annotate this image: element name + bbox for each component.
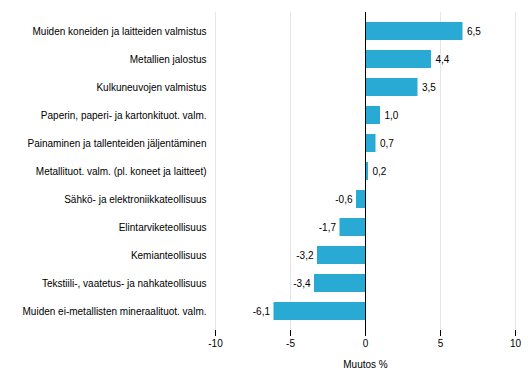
svg-text:1,0: 1,0 <box>385 110 399 121</box>
svg-text:-10: -10 <box>208 338 223 349</box>
svg-text:Muutos %: Muutos % <box>343 359 388 370</box>
svg-text:0: 0 <box>363 338 369 349</box>
svg-text:4,4: 4,4 <box>436 54 450 65</box>
svg-text:Tekstiili-, vaatetus- ja nahka: Tekstiili-, vaatetus- ja nahkateollisuus <box>42 278 207 289</box>
svg-text:10: 10 <box>510 338 522 349</box>
svg-text:Kemianteollisuus: Kemianteollisuus <box>131 250 207 261</box>
svg-text:0,2: 0,2 <box>373 166 387 177</box>
svg-text:3,5: 3,5 <box>422 82 436 93</box>
svg-text:0,7: 0,7 <box>380 138 394 149</box>
svg-text:-0,6: -0,6 <box>335 194 353 205</box>
svg-text:Elintarviketeollisuus: Elintarviketeollisuus <box>119 222 207 233</box>
svg-text:Metallien jalostus: Metallien jalostus <box>130 54 207 65</box>
svg-text:Muiden koneiden ja laitteiden: Muiden koneiden ja laitteiden valmistus <box>33 26 207 37</box>
svg-text:Sähkö- ja elektroniikkateollis: Sähkö- ja elektroniikkateollisuus <box>64 194 206 205</box>
svg-text:6,5: 6,5 <box>467 26 481 37</box>
svg-text:Painaminen ja tallenteiden jäl: Painaminen ja tallenteiden jäljentäminen <box>27 138 206 149</box>
svg-text:-3,4: -3,4 <box>293 278 311 289</box>
svg-text:Kulkuneuvojen valmistus: Kulkuneuvojen valmistus <box>96 82 206 93</box>
svg-text:Metallituot. valm. (pl. koneet: Metallituot. valm. (pl. koneet ja laitte… <box>36 166 207 177</box>
svg-text:-3,2: -3,2 <box>296 250 314 261</box>
svg-text:-5: -5 <box>286 338 295 349</box>
svg-text:Paperin, paperi- ja kartonkitu: Paperin, paperi- ja kartonkituot. valm. <box>41 110 207 121</box>
svg-text:-1,7: -1,7 <box>319 222 337 233</box>
svg-text:Muiden ei-metallisten mineraal: Muiden ei-metallisten mineraalituot. val… <box>23 306 207 317</box>
svg-text:5: 5 <box>438 338 444 349</box>
svg-text:-6,1: -6,1 <box>253 306 271 317</box>
